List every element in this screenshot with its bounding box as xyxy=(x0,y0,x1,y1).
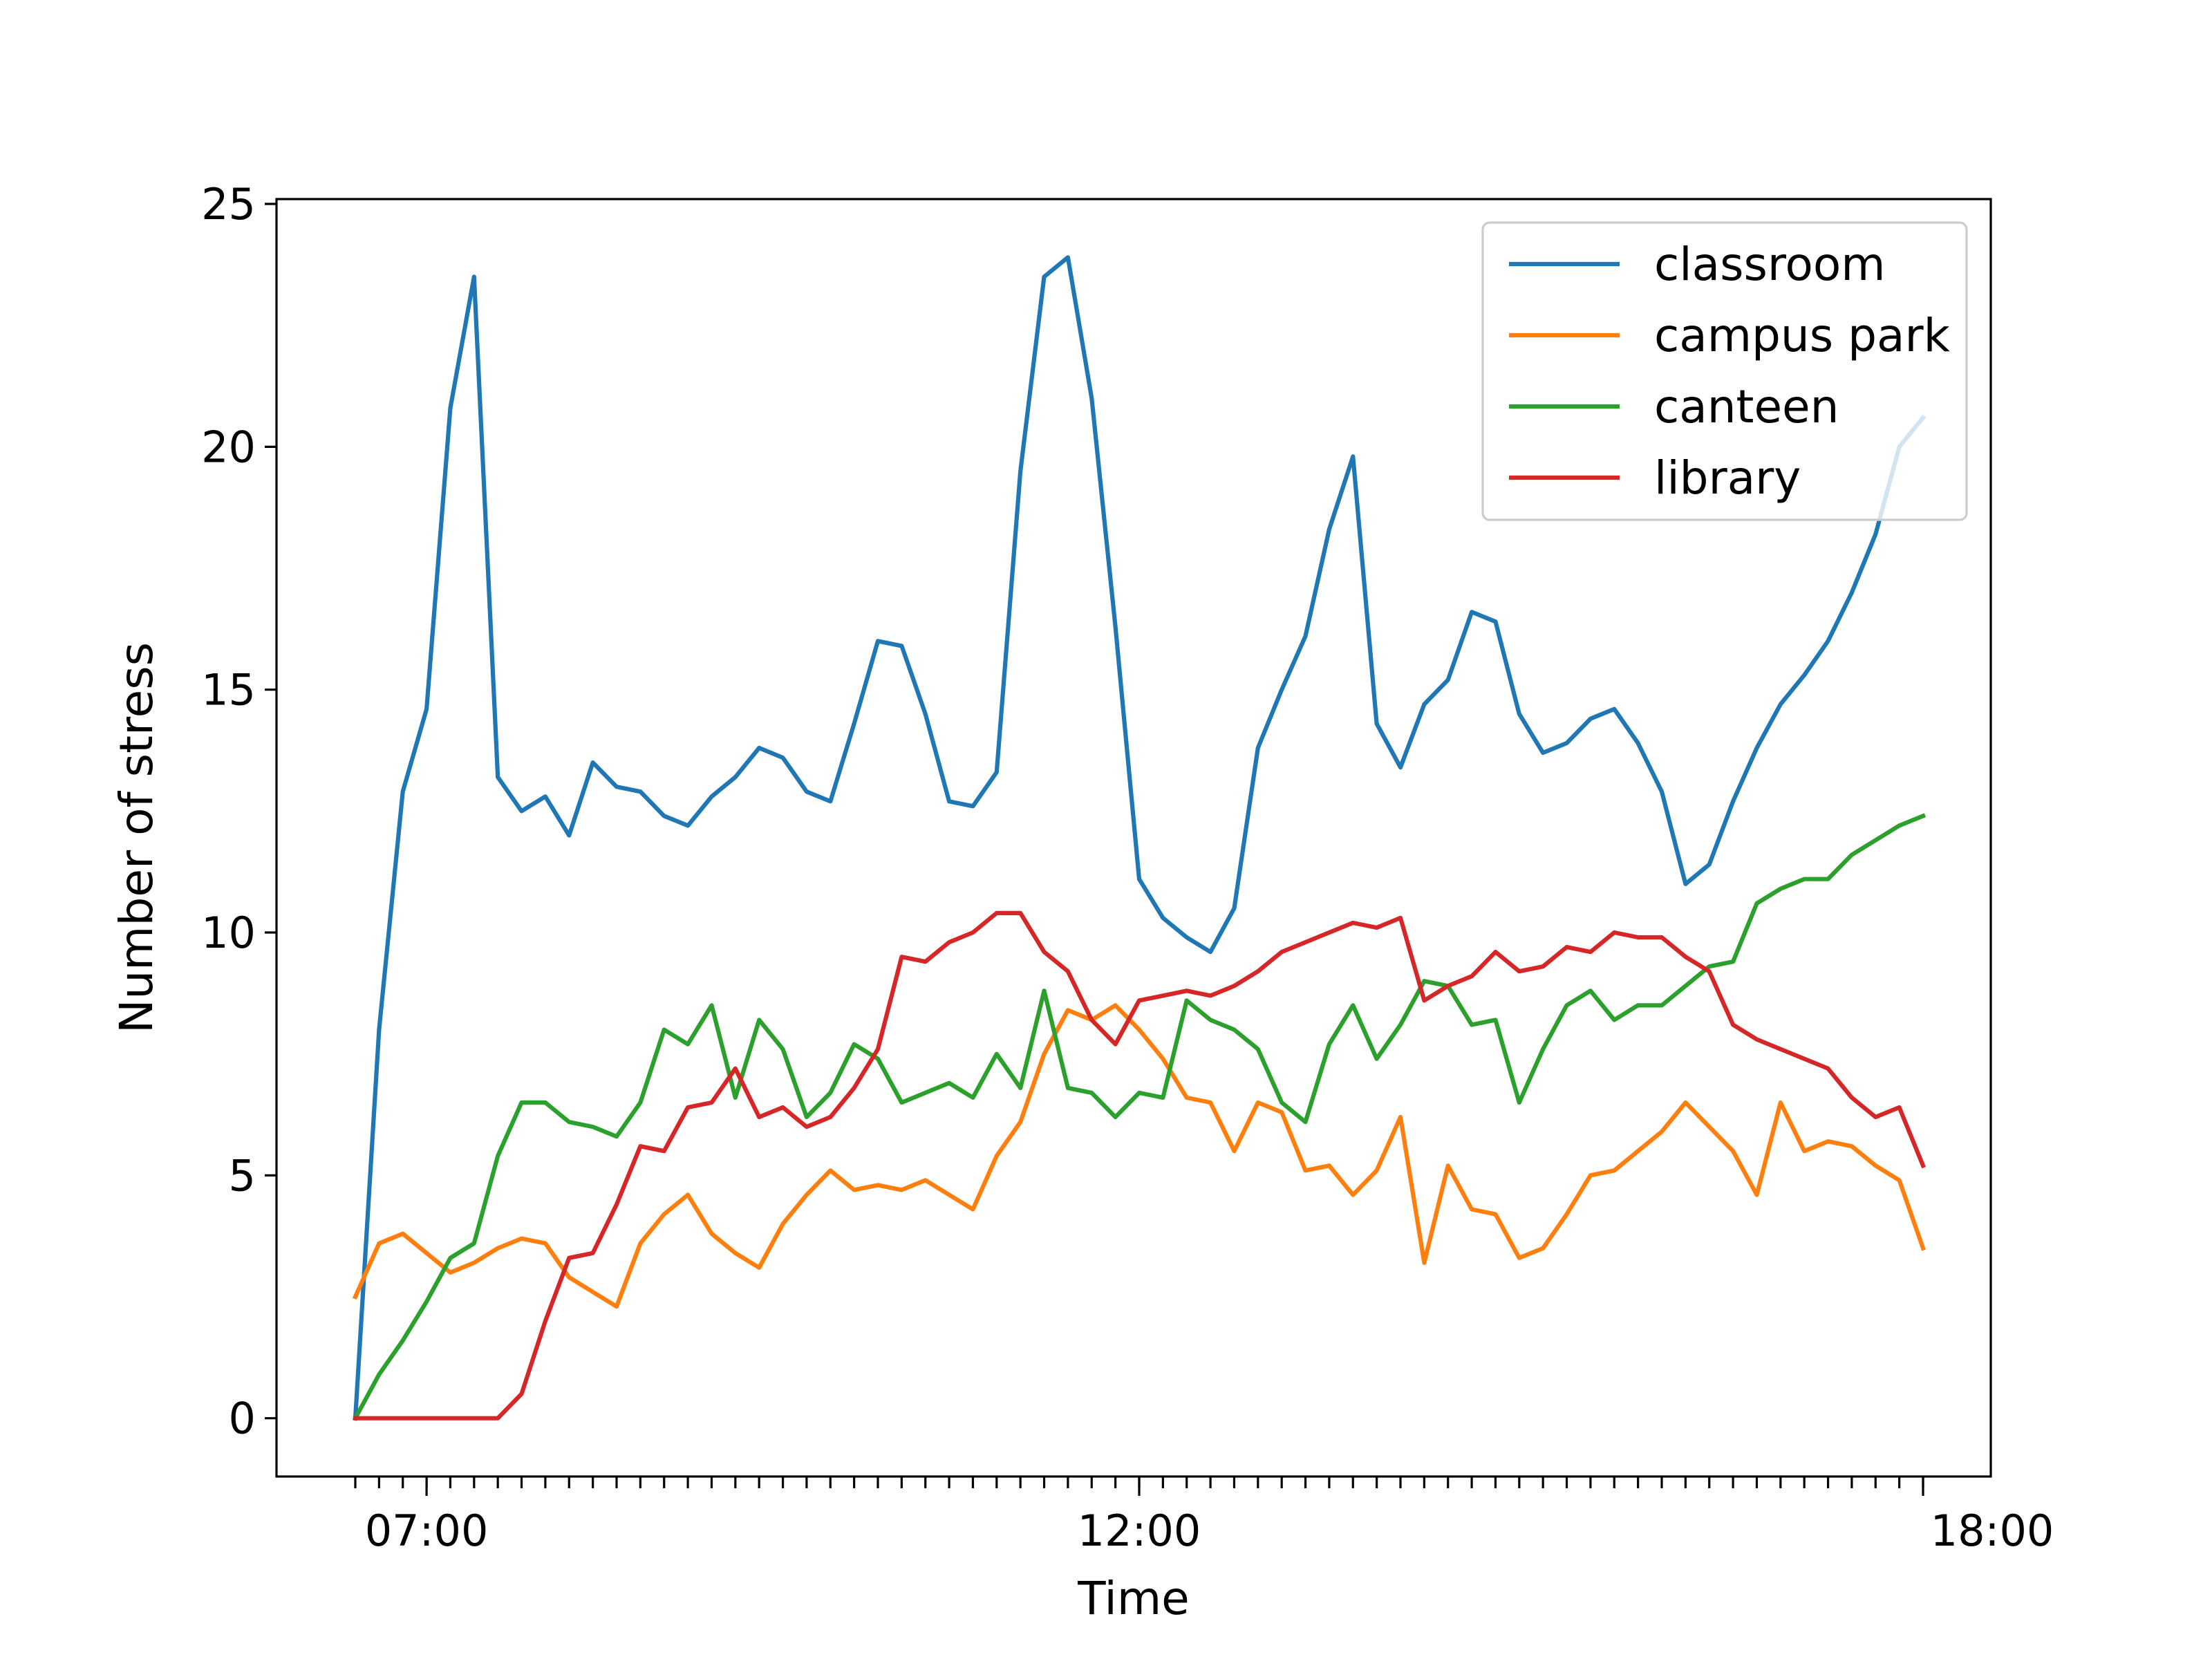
legend-label: canteen xyxy=(1654,380,1839,433)
y-tick-label: 15 xyxy=(201,665,256,715)
x-ticks: 07:00 12:00 18:00 xyxy=(354,1477,2054,1556)
plot-frame xyxy=(275,198,1992,1478)
series-line-canteen xyxy=(352,813,1927,1421)
x-tick-label: 12:00 xyxy=(1078,1506,1201,1556)
y-axis-title: Number of stress xyxy=(110,642,163,1033)
y-ticks: 0 5 10 15 20 25 xyxy=(201,179,276,1444)
legend-frame xyxy=(1481,221,1968,521)
y-tick-label: 25 xyxy=(201,179,256,229)
y-tick-label: 0 xyxy=(229,1394,256,1444)
series-line-campus-park xyxy=(352,1003,1926,1309)
y-tick-label: 5 xyxy=(229,1150,256,1201)
y-tick-label: 20 xyxy=(201,422,256,472)
x-tick-label: 18:00 xyxy=(1931,1506,2054,1556)
x-tick-label: 07:00 xyxy=(365,1506,489,1556)
series-line-classroom xyxy=(353,255,1927,1421)
legend-label: library xyxy=(1654,451,1801,505)
x-axis-title: Time xyxy=(1077,1572,1190,1625)
series-line-library xyxy=(353,910,1927,1421)
legend-label: campus park xyxy=(1654,309,1951,362)
y-tick-label: 10 xyxy=(201,908,256,958)
series-lines xyxy=(352,255,1927,1421)
legend-label: classroom xyxy=(1654,238,1886,291)
legend: classroom campus park canteen library xyxy=(1481,221,1968,521)
